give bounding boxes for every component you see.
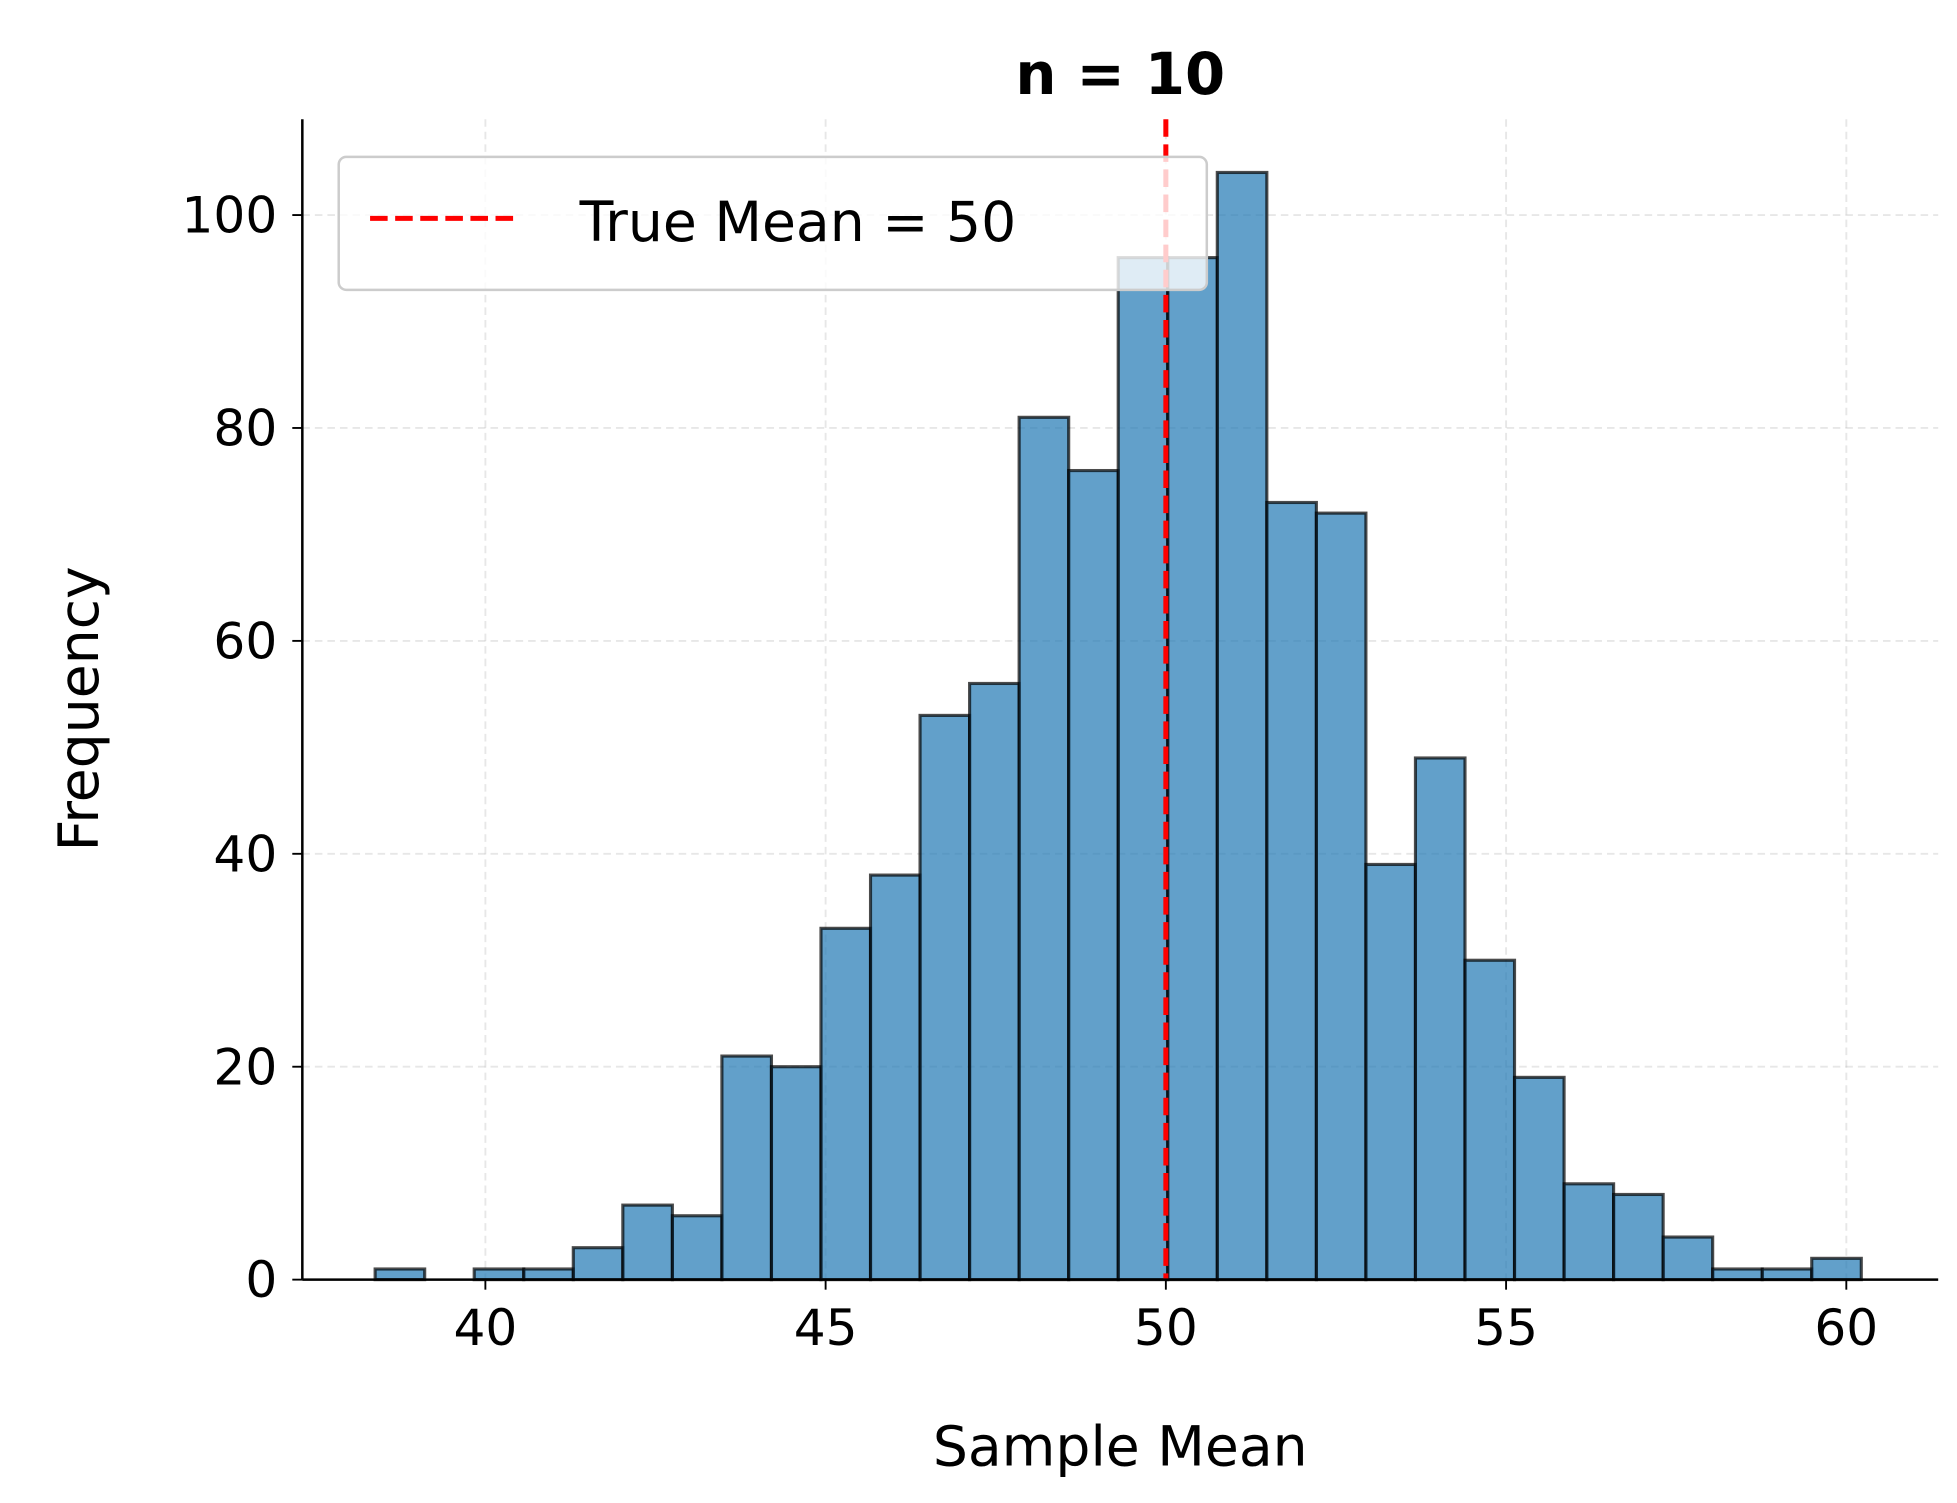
histogram-bar <box>1067 468 1120 1282</box>
histogram-bar <box>1413 756 1467 1282</box>
histogram-bar <box>1265 500 1318 1282</box>
y-tick-label: 40 <box>213 824 277 883</box>
histogram-bar <box>1810 1256 1863 1282</box>
histogram-bar <box>373 1267 427 1282</box>
x-tick-label: 55 <box>1474 1298 1538 1357</box>
histogram-bar <box>522 1267 575 1282</box>
histogram-bar <box>968 681 1021 1282</box>
x-tick-label: 40 <box>453 1298 517 1357</box>
histogram-bar <box>472 1267 526 1282</box>
legend: True Mean = 50 <box>337 155 1209 292</box>
histogram-bar <box>720 1054 774 1282</box>
histogram-bar <box>868 873 922 1282</box>
histogram-bar <box>819 926 873 1282</box>
chart-title: n = 10 <box>1015 40 1225 108</box>
x-tick-label: 50 <box>1134 1298 1198 1357</box>
y-tick-label: 20 <box>213 1037 277 1096</box>
histogram-bar <box>1612 1192 1665 1282</box>
histogram-bar <box>918 713 972 1282</box>
histogram-bar <box>1116 256 1170 1282</box>
histogram-bar <box>621 1203 674 1282</box>
histogram-bar <box>1661 1235 1715 1282</box>
x-axis-label: Sample Mean <box>933 1415 1308 1479</box>
bars <box>373 170 1863 1282</box>
histogram-bar <box>1364 862 1418 1282</box>
histogram-bar <box>1463 958 1517 1282</box>
histogram-bar <box>571 1246 625 1282</box>
histogram-bar <box>1017 415 1071 1282</box>
legend-label: True Mean = 50 <box>579 191 1017 255</box>
y-tick-label: 80 <box>213 399 277 458</box>
x-tick-label: 60 <box>1814 1298 1878 1357</box>
y-tick-label: 100 <box>182 186 278 245</box>
axes: 40 45 50 55 60 0 20 40 60 80 100 <box>182 119 1939 1357</box>
y-axis-label: Frequency <box>48 566 112 851</box>
histogram-bar <box>1562 1182 1616 1282</box>
histogram-bar <box>1314 511 1368 1282</box>
y-tick-label: 60 <box>213 611 277 670</box>
y-tick-label: 0 <box>245 1250 277 1309</box>
histogram-bar <box>1760 1267 1814 1282</box>
histogram-bar <box>1215 170 1269 1282</box>
histogram-bar <box>1711 1267 1764 1282</box>
histogram-bar <box>769 1065 823 1282</box>
histogram-bar <box>1166 256 1219 1282</box>
histogram-bar <box>1512 1075 1566 1282</box>
histogram-bar <box>670 1214 724 1282</box>
x-tick-label: 45 <box>794 1298 858 1357</box>
legend-box <box>337 155 1209 292</box>
